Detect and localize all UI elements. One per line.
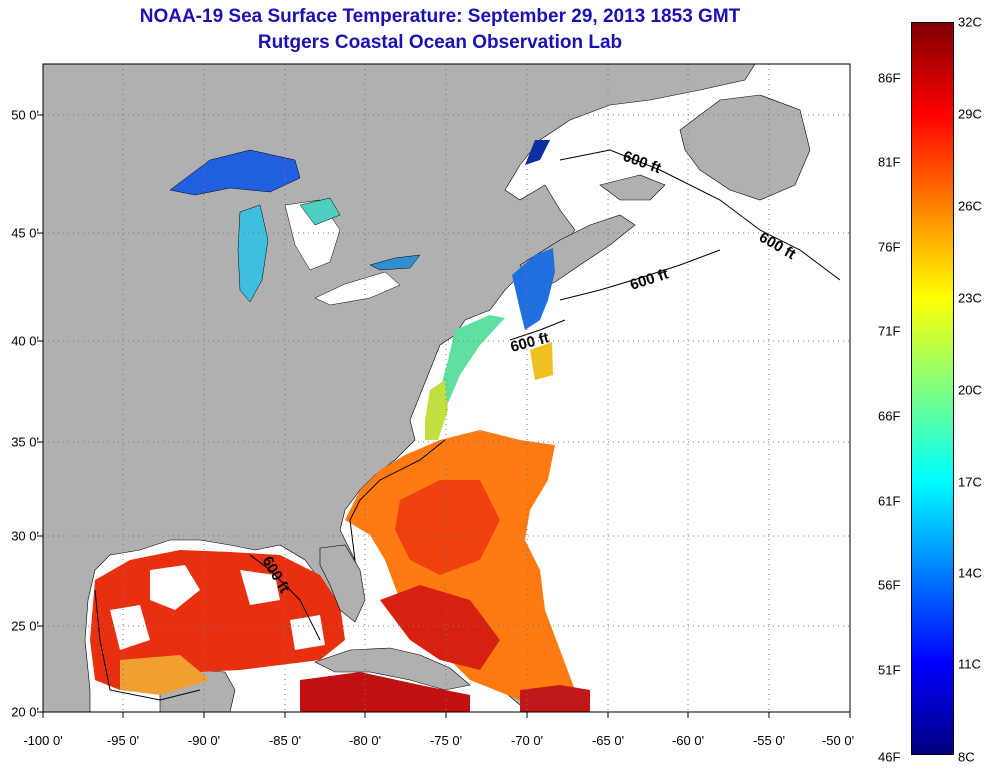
x-tick-label: -65 0' — [591, 733, 625, 748]
x-tick-label: -70 0' — [510, 733, 544, 748]
x-tick-label: -80 0' — [348, 733, 382, 748]
colorbar-label-c: 20C — [958, 382, 982, 398]
sst-sargasso-hot — [395, 480, 500, 575]
y-tick-label: 45 0' — [11, 225, 39, 241]
y-tick-label: 50 0' — [11, 107, 39, 123]
land-newfoundland — [679, 94, 811, 201]
sst-gulf-cloud-gaps — [110, 565, 325, 650]
temperature-colorbar — [911, 22, 954, 755]
contour-600ft — [94, 149, 841, 701]
axis-ticks — [37, 114, 851, 718]
land-cuba — [314, 647, 471, 691]
sst-georges-bank — [530, 342, 553, 380]
x-tick-label: -95 0' — [106, 733, 140, 748]
colorbar-label-f: 81F — [878, 154, 901, 170]
colorbar-label-f: 76F — [878, 239, 901, 255]
x-tick-label: -75 0' — [429, 733, 463, 748]
colorbar-label-f: 51F — [878, 662, 901, 678]
colorbar-label-f: 46F — [878, 749, 901, 765]
colorbar-label-f: 56F — [878, 577, 901, 593]
colorbar-label-f: 71F — [878, 323, 901, 339]
x-tick-label: -50 0' — [821, 733, 855, 748]
map-subtitle: Rutgers Coastal Ocean Observation Lab — [257, 32, 623, 53]
colorbar-label-f: 86F — [878, 70, 901, 86]
lat-lon-grid — [43, 64, 850, 712]
colorbar-label-f: 66F — [878, 408, 901, 424]
y-tick-label: 30 0' — [11, 528, 39, 544]
sst-gulf-yucatan-warm — [120, 655, 210, 695]
land-north-america — [43, 64, 756, 712]
y-tick-label: 25 0' — [11, 618, 39, 634]
sst-caribbean — [300, 672, 470, 712]
land-florida — [319, 544, 366, 623]
colorbar-label-c: 8C — [958, 749, 975, 765]
colorbar-label-c: 11C — [958, 656, 981, 672]
sst-mid-atlantic-warm — [425, 380, 448, 440]
x-tick-label: -100 0' — [23, 733, 63, 748]
colorbar-label-c: 14C — [958, 565, 982, 581]
sst-caribbean-east — [520, 685, 590, 712]
colorbar-label-c: 29C — [958, 106, 982, 122]
x-tick-label: -55 0' — [752, 733, 786, 748]
colorbar-label-c: 17C — [958, 474, 982, 490]
colorbar-label-f: 61F — [878, 493, 901, 509]
x-tick-label: -60 0' — [671, 733, 705, 748]
y-tick-label: 20 0' — [11, 704, 39, 720]
y-tick-label: 35 0' — [11, 434, 39, 450]
colorbar-label-c: 32C — [958, 14, 982, 30]
map-title: NOAA-19 Sea Surface Temperature: Septemb… — [139, 6, 741, 27]
colorbar-label-c: 26C — [958, 198, 982, 214]
x-tick-label: -85 0' — [268, 733, 302, 748]
y-tick-label: 40 0' — [11, 333, 39, 349]
sst-bahamas — [380, 585, 500, 670]
land-pei — [599, 174, 666, 201]
great-lakes — [169, 149, 421, 306]
x-tick-label: -90 0' — [187, 733, 221, 748]
sst-gulf-of-maine — [512, 140, 555, 330]
colorbar-label-c: 23C — [958, 290, 982, 306]
